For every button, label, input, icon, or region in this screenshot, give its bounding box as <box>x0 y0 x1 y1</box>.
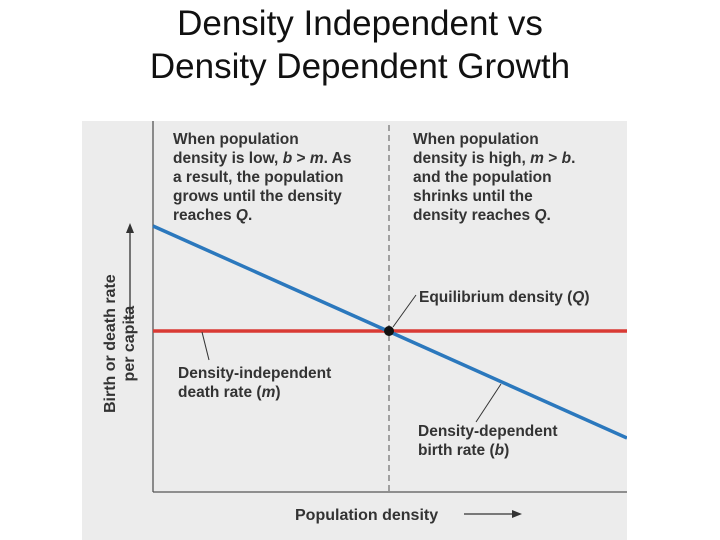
low-density-note-line: . <box>247 207 253 224</box>
high-density-note-line: . <box>571 150 576 167</box>
high-density-note-line: . <box>546 207 551 224</box>
gt-symbol: > <box>292 150 310 167</box>
high-density-note-line: density is high, <box>413 150 531 167</box>
gt-symbol: > <box>543 150 562 167</box>
birth-symbol: b <box>561 150 572 167</box>
death-symbol: m <box>261 384 276 401</box>
high-density-note-line: When population <box>413 131 539 148</box>
x-axis-label: Population density <box>295 507 439 524</box>
y-axis-label-line: per capita <box>121 305 138 382</box>
death-rate-label-line: ) <box>275 384 281 401</box>
low-density-note-line: density is low, <box>173 150 283 167</box>
birth-rate-label-line: Density-dependent <box>418 423 558 440</box>
birth-label-pointer <box>475 383 502 423</box>
death-symbol: m <box>309 150 324 167</box>
equilibrium-symbol: Q <box>534 207 547 224</box>
birth-symbol: b <box>494 442 505 459</box>
equilibrium-symbol: Q <box>235 207 248 224</box>
equilibrium-pointer <box>392 294 417 328</box>
low-density-note-line: When population <box>173 131 299 148</box>
diagram-panel <box>82 121 627 540</box>
high-density-note: When population density is high, m > b. … <box>413 130 575 225</box>
high-density-note-line: density reaches <box>413 207 535 224</box>
birth-rate-label: Density-dependent birth rate (b) <box>418 422 558 460</box>
low-density-note-line: grows until the density <box>173 188 342 205</box>
low-density-note-line: a result, the population <box>173 169 344 186</box>
y-axis-arrow-head <box>126 223 134 233</box>
equilibrium-label: Equilibrium density (Q) <box>419 288 590 307</box>
low-density-note: When population density is low, b > m. A… <box>173 130 351 225</box>
equilibrium-label-text: ) <box>584 289 590 306</box>
death-rate-label-line: death rate ( <box>178 384 262 401</box>
death-rate-label-line: Density-independent <box>178 365 332 382</box>
slide-title: Density Independent vs Density Dependent… <box>0 2 720 88</box>
low-density-note-line: reaches <box>173 207 236 224</box>
equilibrium-point <box>384 326 394 336</box>
x-axis-arrow-head <box>512 510 522 518</box>
high-density-note-line: and the population <box>413 169 552 186</box>
death-label-pointer <box>201 331 210 361</box>
title-line-1: Density Independent vs <box>177 4 543 43</box>
high-density-note-line: shrinks until the <box>413 188 533 205</box>
equilibrium-label-text: Equilibrium density ( <box>419 289 573 306</box>
title-line-2: Density Dependent Growth <box>149 47 571 86</box>
equilibrium-symbol: Q <box>572 289 585 306</box>
low-density-note-line: . As <box>323 150 352 167</box>
death-symbol: m <box>530 150 544 167</box>
y-axis-label-line: Birth or death rate <box>102 274 119 413</box>
birth-rate-label-line: ) <box>504 442 510 459</box>
death-rate-label: Density-independent death rate (m) <box>178 364 331 402</box>
birth-symbol: b <box>282 150 293 167</box>
birth-rate-label-line: birth rate ( <box>418 442 495 459</box>
diagram-canvas <box>126 121 627 518</box>
y-axis-label: Birth or death rate per capita <box>101 274 139 413</box>
